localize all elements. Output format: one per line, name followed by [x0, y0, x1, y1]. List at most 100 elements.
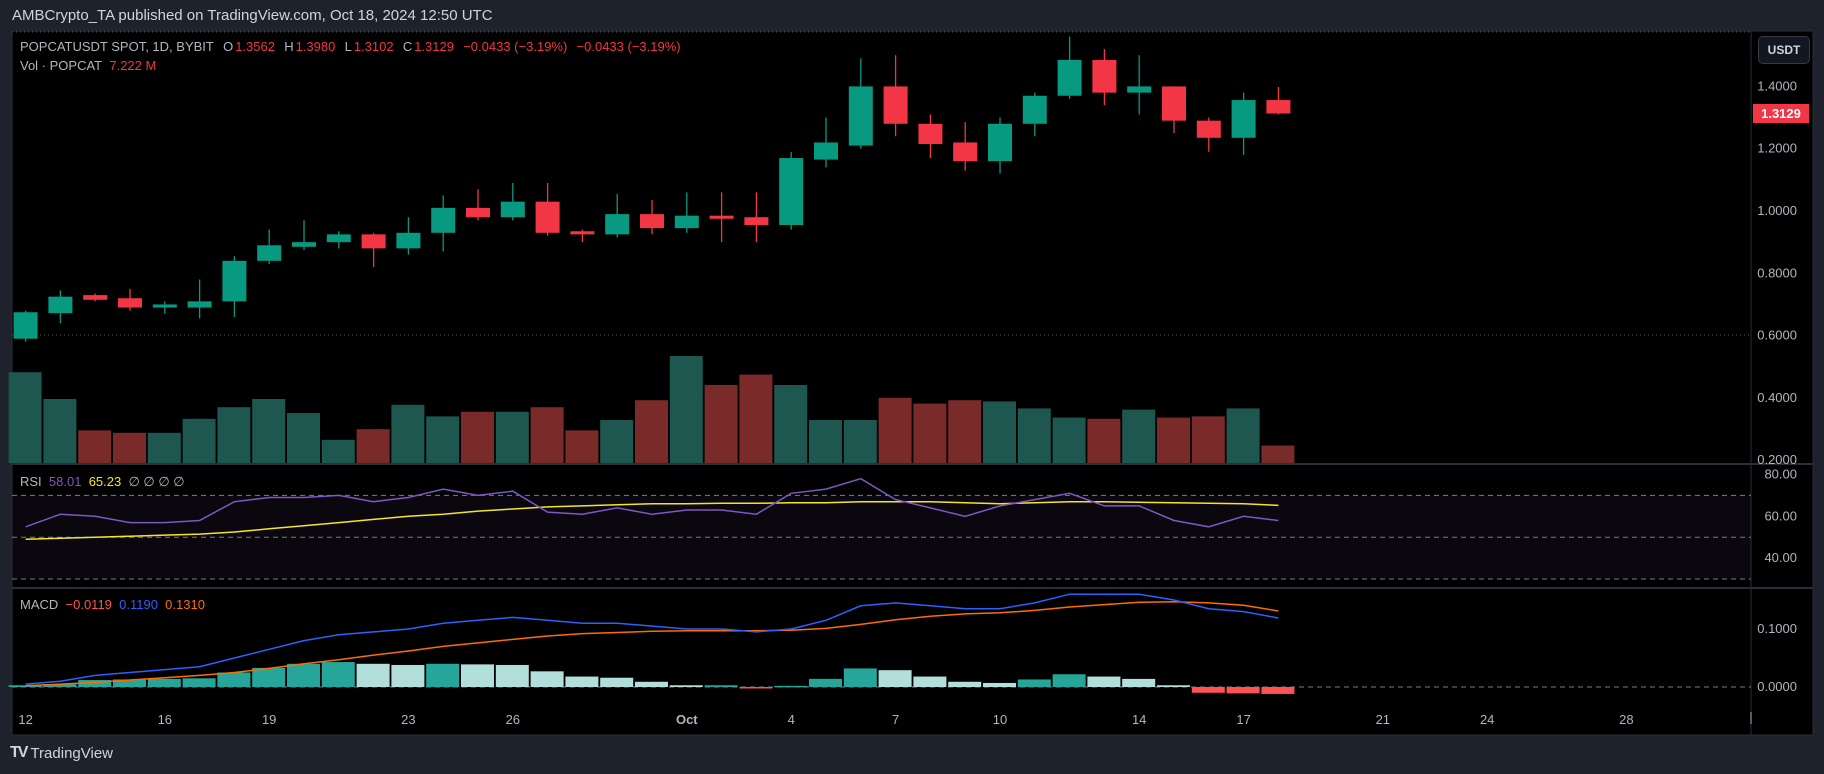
volume-bar [600, 420, 634, 463]
time-tick-label: 26 [506, 712, 520, 727]
volume-bar [321, 439, 355, 463]
volume-bar [217, 407, 251, 463]
price-legend: POPCATUSDT SPOT, 1D, BYBIT O 1.3562 H 1.39… [20, 39, 683, 54]
price-tick-label: 1.2000 [1757, 141, 1797, 156]
macd-histogram-bar [252, 667, 286, 687]
candle-body [709, 215, 734, 219]
macd-histogram-bar [8, 685, 42, 687]
macd-signal-value: 0.1310 [165, 597, 205, 612]
chart-background [11, 30, 1814, 736]
candle-body [779, 158, 804, 226]
macd-histogram-bar [983, 682, 1016, 687]
time-tick-label: 23 [401, 712, 415, 727]
volume-bar [1191, 416, 1225, 463]
candle-body [361, 234, 386, 249]
candle-body [1127, 86, 1152, 93]
macd-line [25, 593, 1279, 685]
price-tick-label: 0.6000 [1757, 328, 1797, 343]
time-tick-label: 28 [1619, 712, 1633, 727]
candle-body [83, 295, 108, 300]
macd-histogram-bar [913, 676, 947, 687]
candle-body [222, 260, 247, 302]
candle-body [187, 301, 212, 308]
change-value-2: −0.0433 (−3.19%) [576, 39, 681, 54]
candle-body [535, 201, 560, 233]
volume-label: Vol · POPCAT [20, 58, 103, 73]
price-tick-label: 0.4000 [1757, 390, 1797, 405]
macd-histogram-bar [600, 677, 634, 687]
volume-bar [356, 429, 390, 463]
change-value: −0.0433 (−3.19%) [463, 39, 568, 54]
low-label: L [344, 39, 352, 54]
macd-hist-value: −0.0119 [65, 597, 112, 612]
candle-body [640, 214, 664, 229]
candle-body [1266, 100, 1291, 114]
time-tick-label: Oct [676, 712, 698, 727]
symbol-label[interactable]: POPCATUSDT SPOT, 1D, BYBIT [20, 39, 214, 54]
price-tick-label: 0.2000 [1757, 452, 1797, 467]
macd-histogram-bar [843, 668, 877, 687]
low-value: 1.3102 [353, 39, 394, 54]
currency-button[interactable]: USDT [1758, 36, 1810, 64]
macd-histogram-bar [287, 663, 320, 687]
volume-bar [426, 416, 460, 463]
last-price-label: 1.3129 [1753, 104, 1809, 123]
volume-bar [704, 384, 738, 463]
rsi-tick-label: 80.00 [1764, 467, 1797, 482]
rsi-tick-label: 40.00 [1764, 550, 1797, 565]
volume-bar [182, 418, 216, 463]
rsi-value: 58.01 [48, 474, 82, 489]
volume-bar [669, 356, 703, 463]
candle-body [1231, 100, 1256, 138]
macd-tick-label: 0.0000 [1757, 679, 1797, 694]
macd-histogram-bar [530, 671, 564, 687]
candle-body [257, 245, 282, 261]
macd-histogram-bar [356, 663, 390, 687]
candle-body [48, 296, 73, 314]
candle-body [13, 312, 38, 339]
volume-bar [530, 407, 564, 463]
volume-legend: Vol · POPCAT 7.222 M [20, 58, 156, 73]
volume-bar [1017, 408, 1051, 463]
time-tick-label: 17 [1236, 712, 1250, 727]
macd-histogram-bar [113, 679, 146, 687]
macd-histogram-bar [878, 670, 912, 687]
candle-body [918, 123, 943, 145]
candle-body [570, 231, 595, 235]
candle-body [883, 86, 908, 124]
macd-histogram-bar [1261, 687, 1295, 694]
volume-bar [878, 397, 912, 463]
volume-bar [495, 411, 529, 463]
volume-value: 7.222 M [109, 58, 157, 73]
candle-body [292, 242, 316, 247]
volume-bar [1122, 409, 1156, 463]
open-value: 1.3562 [235, 39, 275, 54]
rsi-label: RSI [20, 474, 42, 489]
macd-histogram-bar [565, 676, 599, 687]
volume-bar [78, 430, 112, 463]
candle-body [500, 201, 525, 218]
macd-histogram-bar [321, 662, 355, 687]
macd-histogram-bar [1052, 674, 1086, 687]
macd-tick-label: 0.1000 [1757, 621, 1797, 636]
rsi-tick-label: 60.00 [1764, 508, 1797, 523]
macd-histogram-bar [426, 663, 460, 687]
candle-body [1092, 59, 1117, 93]
macd-signal-line [25, 600, 1279, 687]
candle-body [1022, 95, 1047, 124]
macd-histogram-bar [704, 685, 738, 687]
volume-bar [1157, 417, 1190, 463]
macd-line-value: 0.1190 [119, 597, 158, 612]
volume-bar [287, 413, 320, 463]
price-tick-label: 1.4000 [1757, 78, 1797, 93]
brand-name[interactable]: TradingView [30, 744, 113, 762]
time-tick-label: 24 [1480, 712, 1494, 727]
rsi-ma-value: 65.23 [88, 474, 122, 489]
rsi-line [25, 477, 1279, 528]
tradingview-logo-icon: TV [10, 744, 29, 761]
rsi-extra-values: ∅ ∅ ∅ ∅ [128, 474, 185, 489]
published-caption: AMBCrypto_TA published on TradingView.co… [12, 7, 493, 24]
price-tick-label: 0.8000 [1757, 265, 1797, 280]
macd-histogram-bar [147, 678, 181, 687]
